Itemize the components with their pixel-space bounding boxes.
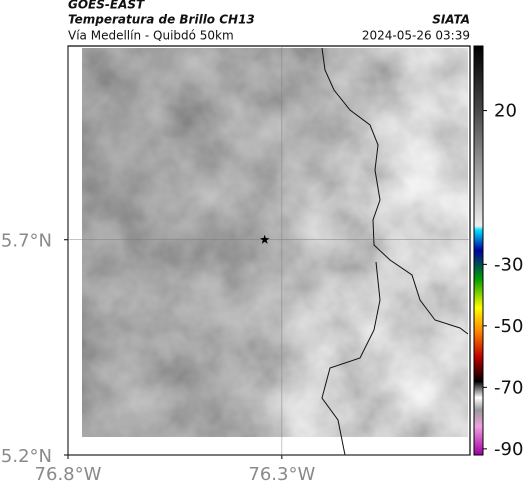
location-marker <box>260 234 270 244</box>
colorbar-label: -30 <box>494 254 523 275</box>
colorbar-label: 20 <box>494 101 517 122</box>
x-tick-label: 76.8°W <box>35 464 102 485</box>
datetime: 2024-05-26 03:39 <box>362 29 470 43</box>
route: Vía Medellín - Quibdó 50km <box>68 29 234 43</box>
y-tick-label: 5.7°N <box>1 231 52 252</box>
colorbar-label: -70 <box>494 377 523 398</box>
x-tick-label: 76.3°W <box>248 464 315 485</box>
colorbar <box>473 45 484 456</box>
source: SIATA <box>432 13 470 27</box>
title: GOES-EAST <box>68 0 145 12</box>
subtitle: Temperatura de Brillo CH13 <box>68 13 255 27</box>
y-tick-label: 5.2°N <box>1 446 52 467</box>
colorbar-label: -90 <box>494 439 523 460</box>
colorbar-label: -50 <box>494 316 523 337</box>
border-line <box>321 47 469 456</box>
image-shade <box>82 48 468 437</box>
